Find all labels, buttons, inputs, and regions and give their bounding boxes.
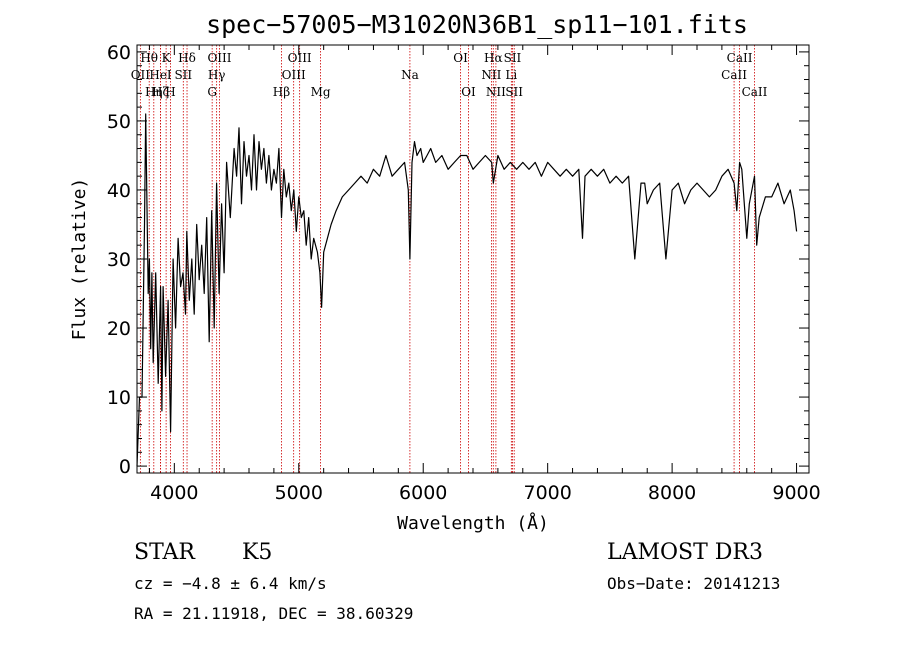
- y-tick-label: 30: [107, 249, 131, 271]
- x-tick-label: 5000: [275, 482, 323, 504]
- spectral-line-label: OIII: [207, 51, 231, 65]
- spectral-line-label: Mg: [311, 85, 331, 99]
- spectral-line-label: CaII: [727, 51, 753, 65]
- object-class: STAR: [134, 540, 195, 565]
- spectral-line-markers: [139, 45, 755, 473]
- y-tick-label: 60: [107, 42, 131, 64]
- spectral-line-label: CaII: [721, 68, 747, 82]
- spectral-line-label: CaII: [742, 85, 768, 99]
- spectral-line-label: Na: [401, 68, 419, 82]
- spectral-line-label: Hζ: [152, 85, 169, 99]
- spectral-line-label: OI: [453, 51, 468, 65]
- spectral-line-label: K: [162, 51, 172, 65]
- spectral-line-label: SII: [504, 51, 522, 65]
- spectral-line-label: Hθ: [140, 51, 158, 65]
- spectral-line-label: Hβ: [273, 85, 290, 99]
- y-tick-label: 40: [107, 180, 131, 202]
- survey-name: LAMOST DR3: [607, 540, 763, 565]
- x-tick-label: 9000: [772, 482, 820, 504]
- coordinates: RA = 21.11918, DEC = 38.60329: [134, 604, 414, 623]
- spectral-line-label: Hδ: [178, 51, 196, 65]
- spectral-line-label: H: [165, 85, 175, 99]
- spectral-line-label: SII: [174, 68, 192, 82]
- observation-date: Obs−Date: 20141213: [607, 574, 781, 593]
- y-tick-label: 50: [107, 111, 131, 133]
- chart-title: spec−57005−M31020N36B1_sp11−101.fits: [206, 10, 748, 39]
- spectral-line-label: Hγ: [208, 68, 226, 82]
- y-tick-label: 0: [119, 456, 131, 478]
- spectral-line-label: OII: [131, 68, 151, 82]
- y-axis-label: Flux (relative): [69, 178, 90, 341]
- spectrum-line: [136, 113, 798, 467]
- y-tick-label: 10: [107, 387, 131, 409]
- spectral-line-label: HeI: [149, 68, 172, 82]
- spectral-line-label: OI: [461, 85, 476, 99]
- spectral-line-label: NII: [486, 85, 506, 99]
- x-tick-label: 6000: [399, 482, 447, 504]
- spectral-line-label: SII: [505, 85, 523, 99]
- x-tick-label: 4000: [150, 482, 198, 504]
- spectral-line-label: Hη: [145, 85, 163, 99]
- spectral-line-label: Hα: [484, 51, 503, 65]
- spectral-line-label: G: [207, 85, 217, 99]
- spectral-line-labels: Hθ OII Hη K HeI Hζ Hδ SII H OIII Hγ G OIII OIII Hβ Mg Na…: [131, 51, 768, 99]
- spectral-line-label: Li: [505, 68, 517, 82]
- object-subclass: K5: [242, 540, 273, 565]
- spectral-line-label: NII: [481, 68, 501, 82]
- spectral-line-label: OIII: [282, 68, 306, 82]
- plot-frame: [136, 44, 810, 474]
- x-tick-label: 8000: [648, 482, 696, 504]
- redshift-cz: cz = −4.8 ± 6.4 km/s: [134, 574, 327, 593]
- x-tick-label: 7000: [523, 482, 571, 504]
- y-tick-label: 20: [107, 318, 131, 340]
- axes: 4000 5000 6000 7000 8000 9000 0 10 20 30 40 50 60: [107, 42, 821, 504]
- spectral-line-label: OIII: [288, 51, 312, 65]
- x-axis-label: Wavelength (Å): [397, 512, 549, 534]
